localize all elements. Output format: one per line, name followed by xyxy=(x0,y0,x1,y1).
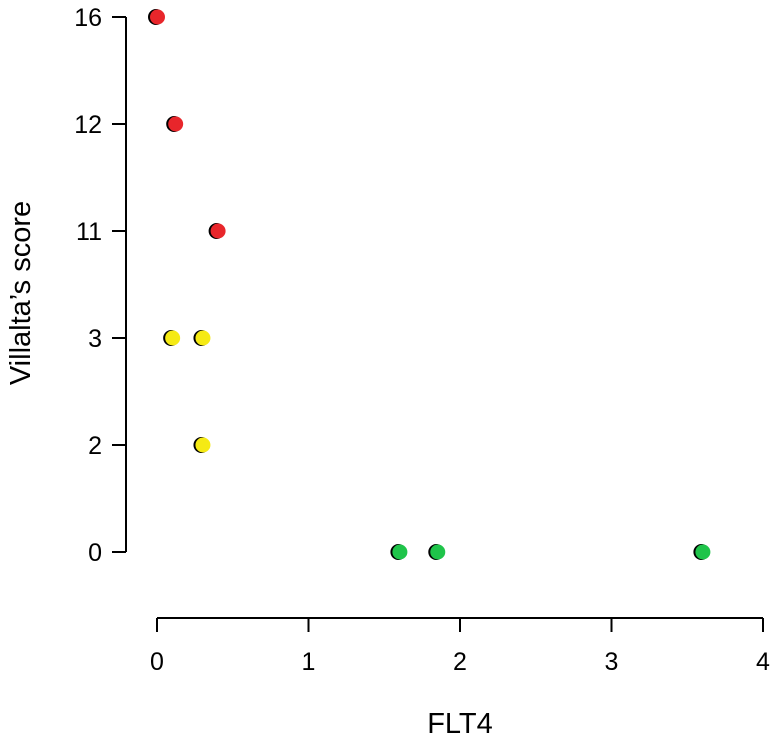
y-tick-label: 2 xyxy=(88,432,102,460)
y-axis-title: Villalta’s score xyxy=(5,201,37,385)
x-axis-title: FLT4 xyxy=(427,708,493,740)
y-axis: 0 2 3 11 12 16 xyxy=(74,4,127,567)
y-tick-label: 12 xyxy=(74,111,102,139)
x-tick-label: 1 xyxy=(302,648,316,676)
data-point xyxy=(430,544,446,560)
data-point xyxy=(195,437,211,453)
x-tick-label: 3 xyxy=(605,648,619,676)
x-tick-label: 4 xyxy=(756,648,770,676)
y-tick-label: 11 xyxy=(76,218,102,246)
data-points xyxy=(148,9,711,560)
y-tick-label: 16 xyxy=(74,4,102,32)
data-point xyxy=(210,223,226,239)
data-point xyxy=(168,116,184,132)
y-tick-label: 3 xyxy=(88,325,102,353)
x-axis: 0 1 2 3 4 xyxy=(150,617,770,676)
data-point xyxy=(165,330,181,346)
data-point xyxy=(150,9,165,25)
x-tick-label: 2 xyxy=(453,648,467,676)
data-point xyxy=(695,544,711,560)
x-tick-label: 0 xyxy=(150,648,164,676)
data-point xyxy=(392,544,408,560)
y-tick-label: 0 xyxy=(88,539,102,567)
data-point xyxy=(195,330,211,346)
